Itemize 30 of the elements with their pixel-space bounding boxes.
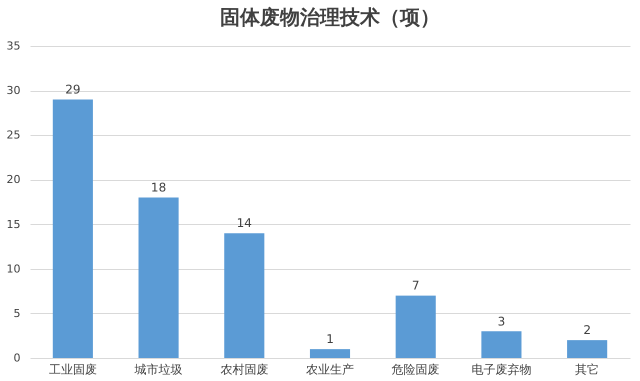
x-tick-label: 城市垃圾 [134,362,183,376]
chart-title: 固体废物治理技术（项） [220,5,440,29]
bar [396,296,436,358]
x-tick-label: 农村固废 [220,362,268,376]
bar [481,331,522,358]
bar [567,340,608,358]
y-tick-label: 20 [6,173,20,186]
data-label: 3 [498,314,506,328]
bar [310,349,350,358]
y-tick-label: 15 [6,218,20,231]
y-tick-label: 10 [6,262,20,276]
x-tick-label: 农业生产 [306,362,354,376]
data-label: 2 [583,323,591,338]
data-label: 18 [150,180,166,195]
bar [52,99,93,358]
data-label: 7 [412,278,420,293]
y-tick-label: 35 [6,40,20,52]
y-tick-label: 25 [6,128,20,142]
x-tick-label: 电子废弃物 [471,362,532,376]
x-tick-label: 危险固废 [392,362,440,376]
y-tick-label: 30 [6,84,20,98]
data-label: 14 [236,216,252,230]
y-tick-label: 0 [14,352,20,364]
data-label: 29 [65,82,80,96]
bar [224,233,264,358]
data-label: 1 [326,332,334,346]
bar [138,198,179,358]
x-tick-label: 其它 [575,362,600,376]
x-tick-label: 工业固废 [48,362,97,376]
y-tick-label: 5 [14,306,20,320]
